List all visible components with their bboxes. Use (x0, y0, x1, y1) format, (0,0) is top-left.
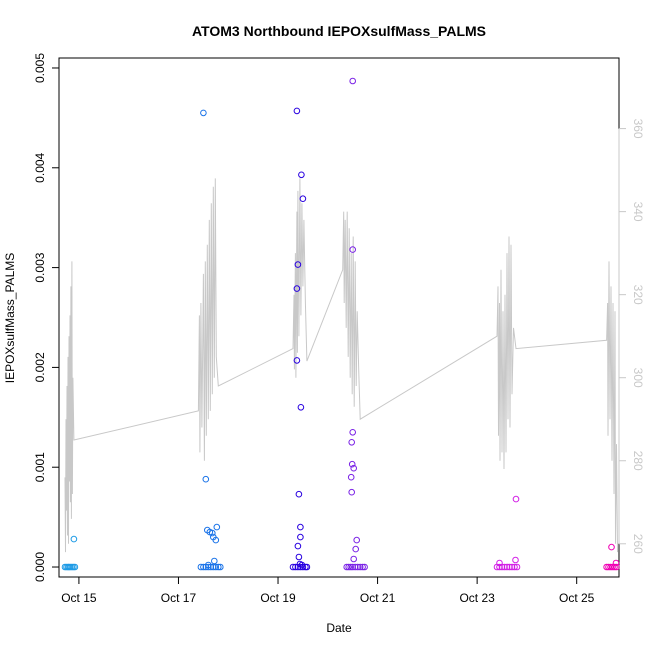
scatter-point (361, 563, 368, 571)
x-axis: Oct 15 Oct 17 Oct 19 Oct 21 Oct 23 Oct 25 (61, 576, 595, 605)
scatter-point (297, 523, 304, 531)
x-axis-label: Date (326, 621, 352, 635)
scatter-point (347, 473, 355, 481)
x-tick-label: Oct 25 (559, 591, 595, 605)
scatter-point (212, 563, 220, 571)
y-tick-label: 0.001 (33, 452, 47, 482)
scatter-point (350, 464, 358, 472)
scatter-point (212, 536, 220, 544)
scatter-point (293, 107, 301, 115)
scatter-point (197, 563, 205, 571)
y2-axis: 260 280 300 320 340 360 (618, 119, 645, 554)
scatter-point (292, 563, 299, 571)
scatter-point (293, 357, 301, 364)
scatter-point (298, 561, 306, 569)
scatter-point (496, 559, 503, 567)
x-tick-label: Oct 23 (459, 591, 495, 605)
scatter-point (295, 553, 303, 561)
scatter-point (608, 543, 615, 551)
scatter-point (501, 563, 508, 571)
scatter-point (350, 555, 358, 563)
x-tick-label: Oct 15 (61, 591, 97, 605)
scatter-point (202, 475, 210, 483)
scatter-point (349, 246, 357, 253)
scatter-point (609, 563, 616, 571)
chart-title: ATOM3 Northbound IEPOXsulfMass_PALMS (192, 23, 486, 39)
scatter-point (71, 563, 79, 571)
y2-tick-label: 280 (631, 451, 645, 471)
y-tick-label: 0.003 (33, 252, 47, 282)
scatter-point (294, 261, 302, 268)
scatter-point (211, 557, 218, 565)
scatter-point (613, 563, 620, 571)
y2-tick-label: 340 (631, 202, 645, 222)
scatter-point (511, 563, 518, 571)
y-axis-label: IEPOXsulfMass_PALMS (3, 253, 17, 384)
line-series-0 (64, 178, 618, 553)
y-tick-label: 0.005 (33, 53, 47, 83)
scatter-point (512, 556, 519, 564)
scatter-point (356, 563, 364, 571)
scatter-point (349, 77, 357, 85)
scatter-point (348, 488, 356, 496)
scatter-point (359, 563, 366, 571)
scatter-point (299, 195, 307, 202)
y2-tick-label: 300 (631, 368, 645, 388)
scatter-point (297, 563, 304, 571)
y2-tick-label: 360 (631, 119, 645, 139)
scatter-point (506, 563, 513, 571)
scatter-point (496, 563, 503, 571)
scatter-point (297, 404, 305, 411)
scatter-point (512, 495, 520, 503)
scatter-point (349, 429, 357, 436)
scatter-point (354, 563, 362, 571)
scatter-point (297, 533, 304, 541)
x-tick-label: Oct 19 (260, 591, 296, 605)
y2-tick-label: 320 (631, 285, 645, 305)
scatter-point (513, 563, 521, 571)
scatter-point (205, 563, 212, 571)
x-tick-label: Oct 17 (161, 591, 197, 605)
y-tick-label: 0.000 (33, 552, 47, 582)
scatter-point (349, 563, 357, 571)
y-tick-label: 0.002 (33, 352, 47, 382)
scatter-point (348, 460, 356, 468)
scatter-point (215, 563, 222, 571)
y-tick-label: 0.004 (33, 152, 47, 182)
scatter-point (70, 535, 78, 543)
scatter-point (347, 563, 355, 571)
scatter-point (205, 561, 212, 569)
line-series-layer (64, 178, 618, 553)
scatter-point (351, 563, 359, 571)
scatter-point (298, 171, 305, 179)
scatter-series-layer (61, 77, 620, 571)
scatter-point (353, 536, 361, 544)
scatter-point (209, 529, 216, 537)
scatter-point (293, 285, 301, 292)
y-axis: 0.000 0.001 0.002 0.003 0.004 0.005 (33, 53, 60, 582)
plot-frame (58, 57, 620, 578)
y2-tick-label: 260 (631, 534, 645, 554)
scatter-point (348, 439, 356, 446)
scatter-point (612, 559, 620, 567)
scatter-point (217, 563, 224, 571)
scatter-point (294, 542, 302, 550)
scatter-point (503, 563, 511, 571)
scatter-point (352, 545, 360, 553)
scatter-point (508, 563, 516, 571)
scatter-point (289, 563, 297, 571)
x-tick-label: Oct 21 (360, 591, 396, 605)
scatter-point (295, 490, 303, 498)
scatter-point (345, 563, 353, 571)
scatter-point (200, 109, 207, 117)
scatter-point (213, 523, 221, 531)
scatter-point (611, 563, 618, 571)
